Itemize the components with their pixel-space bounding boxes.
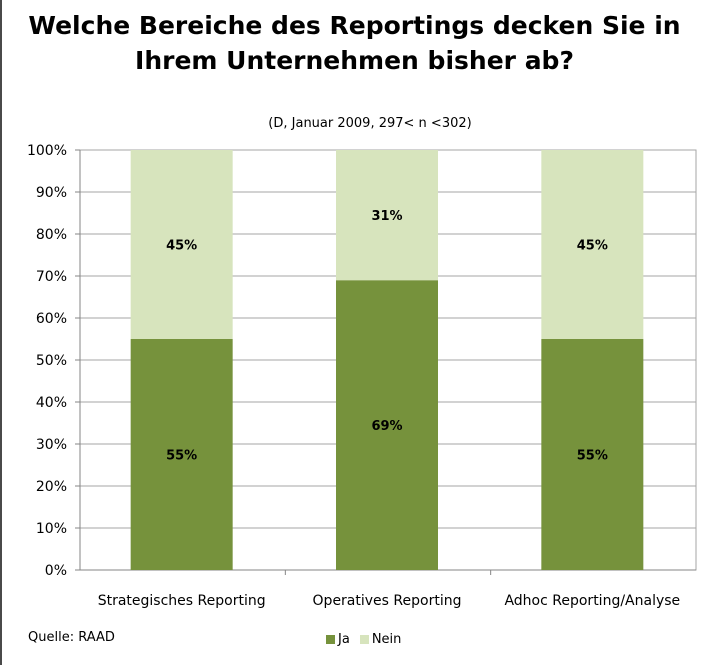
- chart-title: Welche Bereiche des Reportings decken Si…: [0, 8, 709, 78]
- legend-item-ja: Ja: [326, 632, 350, 647]
- y-tick-label: 20%: [36, 479, 67, 495]
- y-tick-label: 0%: [45, 563, 67, 579]
- bar-ja-2: [336, 280, 438, 570]
- legend-label-ja: Ja: [338, 632, 350, 647]
- bar-nein-1: [130, 150, 233, 339]
- y-tick-label: 80%: [36, 227, 67, 243]
- bar-ja-3: [541, 339, 644, 570]
- data-label-ja-2: 69%: [371, 419, 402, 434]
- chart-title-line-1: Welche Bereiche des Reportings decken Si…: [28, 11, 681, 40]
- source-note: Quelle: RAAD: [28, 630, 115, 645]
- x-category-label: Operatives Reporting: [313, 593, 462, 609]
- y-tick-label: 60%: [36, 311, 67, 327]
- data-label-ja-3: 55%: [577, 449, 608, 464]
- bar-nein-2: [336, 150, 438, 281]
- x-category-label: Adhoc Reporting/Analyse: [504, 593, 680, 609]
- bar-nein-3: [541, 150, 644, 339]
- legend-swatch-nein: [359, 635, 369, 644]
- legend-label-nein: Nein: [371, 632, 402, 647]
- y-tick-label: 50%: [36, 353, 67, 369]
- bar-ja-1: [130, 339, 233, 570]
- y-tick-label: 90%: [36, 185, 67, 201]
- legend: Ja Nein: [326, 632, 411, 647]
- chart-subtitle: (D, Januar 2009, 297< n <302): [268, 116, 472, 131]
- y-tick-label: 40%: [36, 395, 67, 411]
- data-label-nein-3: 45%: [577, 239, 608, 254]
- data-label-ja-1: 55%: [166, 449, 197, 464]
- y-tick-label: 30%: [36, 437, 67, 453]
- legend-item-nein: Nein: [359, 632, 402, 647]
- chart-title-line-2: Ihrem Unternehmen bisher ab?: [135, 46, 574, 75]
- y-tick-label: 100%: [27, 143, 67, 159]
- y-tick-label: 10%: [36, 521, 67, 537]
- y-tick-label: 70%: [36, 269, 67, 285]
- legend-swatch-ja: [326, 635, 335, 644]
- data-label-nein-1: 45%: [166, 239, 197, 254]
- data-label-nein-2: 31%: [371, 209, 402, 224]
- x-category-label: Strategisches Reporting: [98, 593, 266, 609]
